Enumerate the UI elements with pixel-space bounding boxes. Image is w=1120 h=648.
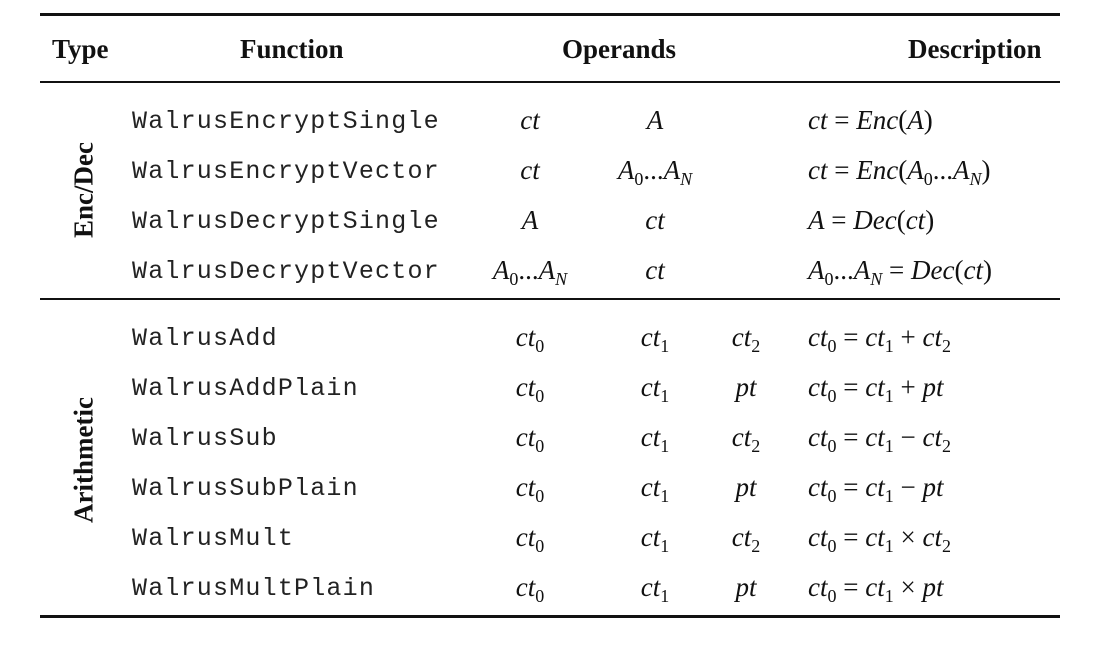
- function-name: WalrusDecryptSingle: [132, 207, 440, 236]
- function-name: WalrusMultPlain: [132, 574, 376, 603]
- description-formula: ct0 = ct1 × pt: [808, 572, 944, 606]
- description-formula: A = Dec(ct): [808, 205, 935, 235]
- operand-2: ct1: [640, 522, 670, 556]
- operand-2: ct1: [640, 572, 670, 606]
- description-formula: ct0 = ct1 − pt: [808, 472, 944, 506]
- header-operands: Operands: [562, 34, 677, 64]
- operand-1: A0...AN: [492, 255, 568, 289]
- description-formula: ct0 = ct1 + pt: [808, 372, 944, 406]
- operand-1: A: [521, 205, 539, 235]
- description-formula: A0...AN = Dec(ct): [808, 255, 992, 289]
- operand-3: pt: [735, 372, 757, 402]
- operand-2: ct1: [640, 422, 670, 456]
- function-name: WalrusDecryptVector: [132, 257, 440, 286]
- operand-2: ct1: [640, 472, 670, 506]
- operand-3: ct2: [731, 322, 761, 356]
- operand-2: A0...AN: [617, 155, 693, 189]
- operand-2: ct1: [640, 322, 670, 356]
- description-formula: ct = Enc(A): [808, 105, 933, 135]
- operand-1: ct0: [515, 522, 545, 556]
- operand-1: ct0: [515, 472, 545, 506]
- operand-2: A: [646, 105, 664, 135]
- function-name: WalrusMult: [132, 524, 295, 553]
- group-label-enc-dec: Enc/Dec: [68, 142, 99, 238]
- operand-2: ct: [645, 255, 665, 285]
- operand-1: ct0: [515, 322, 545, 356]
- function-name: WalrusSubPlain: [132, 474, 359, 503]
- operand-3: ct2: [731, 522, 761, 556]
- function-name: WalrusEncryptVector: [132, 157, 440, 186]
- header-type: Type: [52, 34, 109, 64]
- group-label-arithmetic: Arithmetic: [68, 397, 99, 523]
- description-formula: ct0 = ct1 + ct2: [808, 322, 951, 356]
- operand-1: ct: [520, 105, 540, 135]
- bottom-rule: [40, 615, 1060, 618]
- header-function: Function: [240, 34, 344, 64]
- top-rule: [40, 13, 1060, 16]
- operand-1: ct0: [515, 372, 545, 406]
- header-rule: [40, 81, 1060, 83]
- header-description: Description: [908, 34, 1042, 64]
- group-separator-rule: [40, 298, 1060, 300]
- function-name: WalrusAddPlain: [132, 374, 359, 403]
- operand-1: ct0: [515, 422, 545, 456]
- operand-2: ct: [645, 205, 665, 235]
- function-name: WalrusEncryptSingle: [132, 107, 440, 136]
- function-name: WalrusAdd: [132, 324, 278, 353]
- operand-1: ct0: [515, 572, 545, 606]
- operand-3: ct2: [731, 422, 761, 456]
- operand-3: pt: [735, 472, 757, 502]
- operand-3: pt: [735, 572, 757, 602]
- function-name: WalrusSub: [132, 424, 278, 453]
- description-formula: ct0 = ct1 × ct2: [808, 522, 951, 556]
- description-formula: ct0 = ct1 − ct2: [808, 422, 951, 456]
- operand-2: ct1: [640, 372, 670, 406]
- operand-1: ct: [520, 155, 540, 185]
- description-formula: ct = Enc(A0...AN): [808, 155, 991, 189]
